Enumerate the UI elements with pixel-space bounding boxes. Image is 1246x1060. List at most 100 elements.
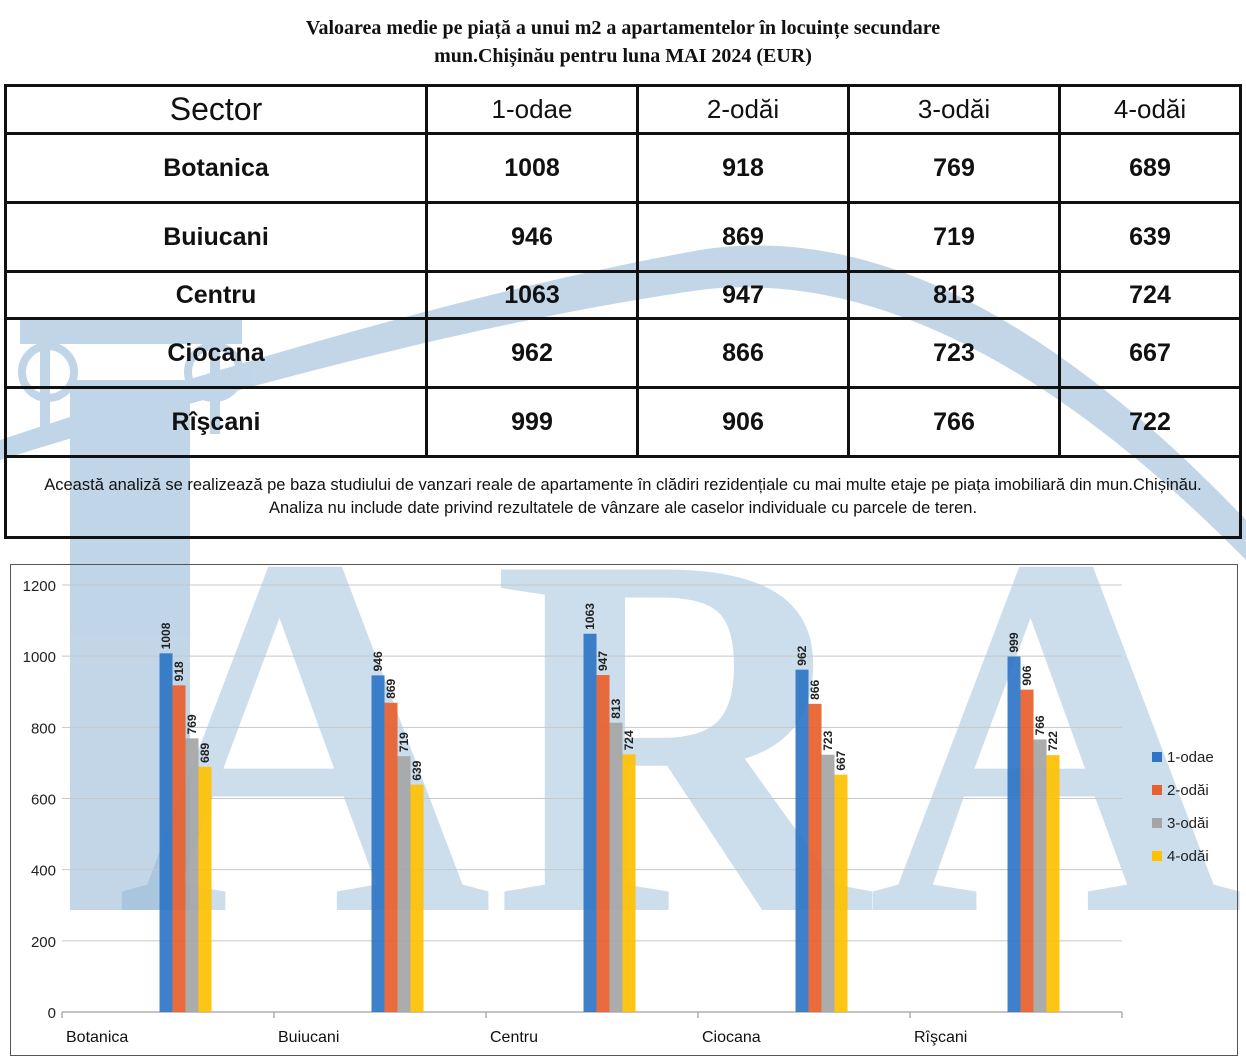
chart-frame <box>10 564 1238 1056</box>
y-tick-label: 1000 <box>23 649 56 666</box>
table-row: Botanica 1008 918 769 689 <box>4 132 1242 204</box>
data-label: 906 <box>1020 665 1034 685</box>
table-row: Centru 1063 947 813 724 <box>4 270 1242 320</box>
y-tick-label: 800 <box>31 720 56 737</box>
table-cell: 962 <box>425 317 639 389</box>
table-cell: 722 <box>1058 386 1242 458</box>
data-label: 723 <box>821 730 835 750</box>
bar <box>371 675 385 1012</box>
data-label: 813 <box>609 698 623 718</box>
data-label: 769 <box>185 714 199 734</box>
data-label: 689 <box>198 742 212 762</box>
data-label: 724 <box>622 730 636 750</box>
data-label: 722 <box>1046 731 1060 751</box>
header-4-rooms: 4-odăi <box>1058 84 1242 135</box>
sector-name: Buiucani <box>4 201 428 273</box>
bar <box>198 766 212 1012</box>
y-tick-label: 400 <box>31 863 56 880</box>
table-cell: 999 <box>425 386 639 458</box>
bar <box>1020 689 1034 1012</box>
table-cell: 869 <box>636 201 850 273</box>
legend-swatch <box>1152 785 1162 795</box>
data-label: 667 <box>834 750 848 770</box>
table-cell: 947 <box>636 270 850 320</box>
data-label: 1063 <box>583 603 597 630</box>
table-row: Buiucani 946 869 719 639 <box>4 201 1242 273</box>
data-label: 869 <box>384 678 398 698</box>
note-row: Această analiză se realizează pe baza st… <box>4 455 1242 539</box>
bar <box>1046 755 1060 1012</box>
legend-label: 3-odăi <box>1167 815 1209 832</box>
bar <box>808 703 822 1012</box>
bar <box>410 784 424 1012</box>
bar <box>795 669 809 1012</box>
table-cell: 906 <box>636 386 850 458</box>
bar <box>397 756 411 1012</box>
table-cell: 724 <box>1058 270 1242 320</box>
table-cell: 918 <box>636 132 850 204</box>
table-cell: 769 <box>847 132 1061 204</box>
sector-name: Botanica <box>4 132 428 204</box>
bar <box>821 754 835 1012</box>
bar <box>1033 739 1047 1012</box>
table-cell: 719 <box>847 201 1061 273</box>
header-sector: Sector <box>4 84 428 135</box>
bar <box>1007 656 1021 1012</box>
data-label: 947 <box>596 651 610 671</box>
legend-swatch <box>1152 851 1162 861</box>
legend-swatch <box>1152 752 1162 762</box>
table-header-row: Sector 1-odae 2-odăi 3-odăi 4-odăi <box>4 84 1242 135</box>
price-table: Sector 1-odae 2-odăi 3-odăi 4-odăi Botan… <box>4 84 1242 539</box>
bar <box>622 754 636 1012</box>
data-label: 999 <box>1007 632 1021 652</box>
x-category-label: Ciocana <box>702 1029 761 1046</box>
bar <box>583 633 597 1012</box>
bar <box>185 738 199 1012</box>
y-tick-label: 1200 <box>23 578 56 595</box>
data-label: 918 <box>172 661 186 681</box>
bar-chart: 0 200 400 600 800 1000 1200 Botanica 1008 918 769 6… <box>23 578 1214 1046</box>
y-tick-label: 600 <box>31 792 56 809</box>
y-tick-label: 0 <box>48 1005 56 1022</box>
table-cell: 946 <box>425 201 639 273</box>
data-label: 1008 <box>159 622 173 649</box>
title-line-2: mun.Chișinău pentru luna MAI 2024 (EUR) <box>434 45 812 67</box>
x-category-label: Botanica <box>66 1029 128 1046</box>
table-cell: 1008 <box>425 132 639 204</box>
bar <box>159 653 173 1012</box>
x-category-label: Rîşcani <box>914 1029 967 1046</box>
table-row: Rîşcani 999 906 766 722 <box>4 386 1242 458</box>
table-cell: 723 <box>847 317 1061 389</box>
data-label: 866 <box>808 680 822 700</box>
table-cell: 1063 <box>425 270 639 320</box>
table-cell: 766 <box>847 386 1061 458</box>
bar <box>609 722 623 1012</box>
sector-name: Ciocana <box>4 317 428 389</box>
table-cell: 866 <box>636 317 850 389</box>
table-cell: 667 <box>1058 317 1242 389</box>
table-cell: 813 <box>847 270 1061 320</box>
data-label: 946 <box>371 651 385 671</box>
legend-swatch <box>1152 818 1162 828</box>
x-category-label: Centru <box>490 1029 538 1046</box>
bar <box>596 675 610 1012</box>
data-label: 766 <box>1033 715 1047 735</box>
analysis-note: Această analiză se realizează pe baza st… <box>4 455 1242 539</box>
y-tick-label: 200 <box>31 934 56 951</box>
page-title: Valoarea medie pe piață a unui m2 a apar… <box>0 14 1246 70</box>
table-row: Ciocana 962 866 723 667 <box>4 317 1242 389</box>
table-cell: 689 <box>1058 132 1242 204</box>
data-label: 719 <box>397 732 411 752</box>
header-1-room: 1-odae <box>425 84 639 135</box>
bar <box>384 702 398 1012</box>
title-line-1: Valoarea medie pe piață a unui m2 a apar… <box>305 17 941 39</box>
sector-name: Rîşcani <box>4 386 428 458</box>
x-category-label: Buiucani <box>278 1029 339 1046</box>
legend-label: 4-odăi <box>1167 848 1209 865</box>
legend-label: 2-odăi <box>1167 782 1209 799</box>
legend-label: 1-odae <box>1167 749 1214 766</box>
data-label: 962 <box>795 645 809 665</box>
bar <box>172 685 186 1012</box>
sector-name: Centru <box>4 270 428 320</box>
header-2-rooms: 2-odăi <box>636 84 850 135</box>
